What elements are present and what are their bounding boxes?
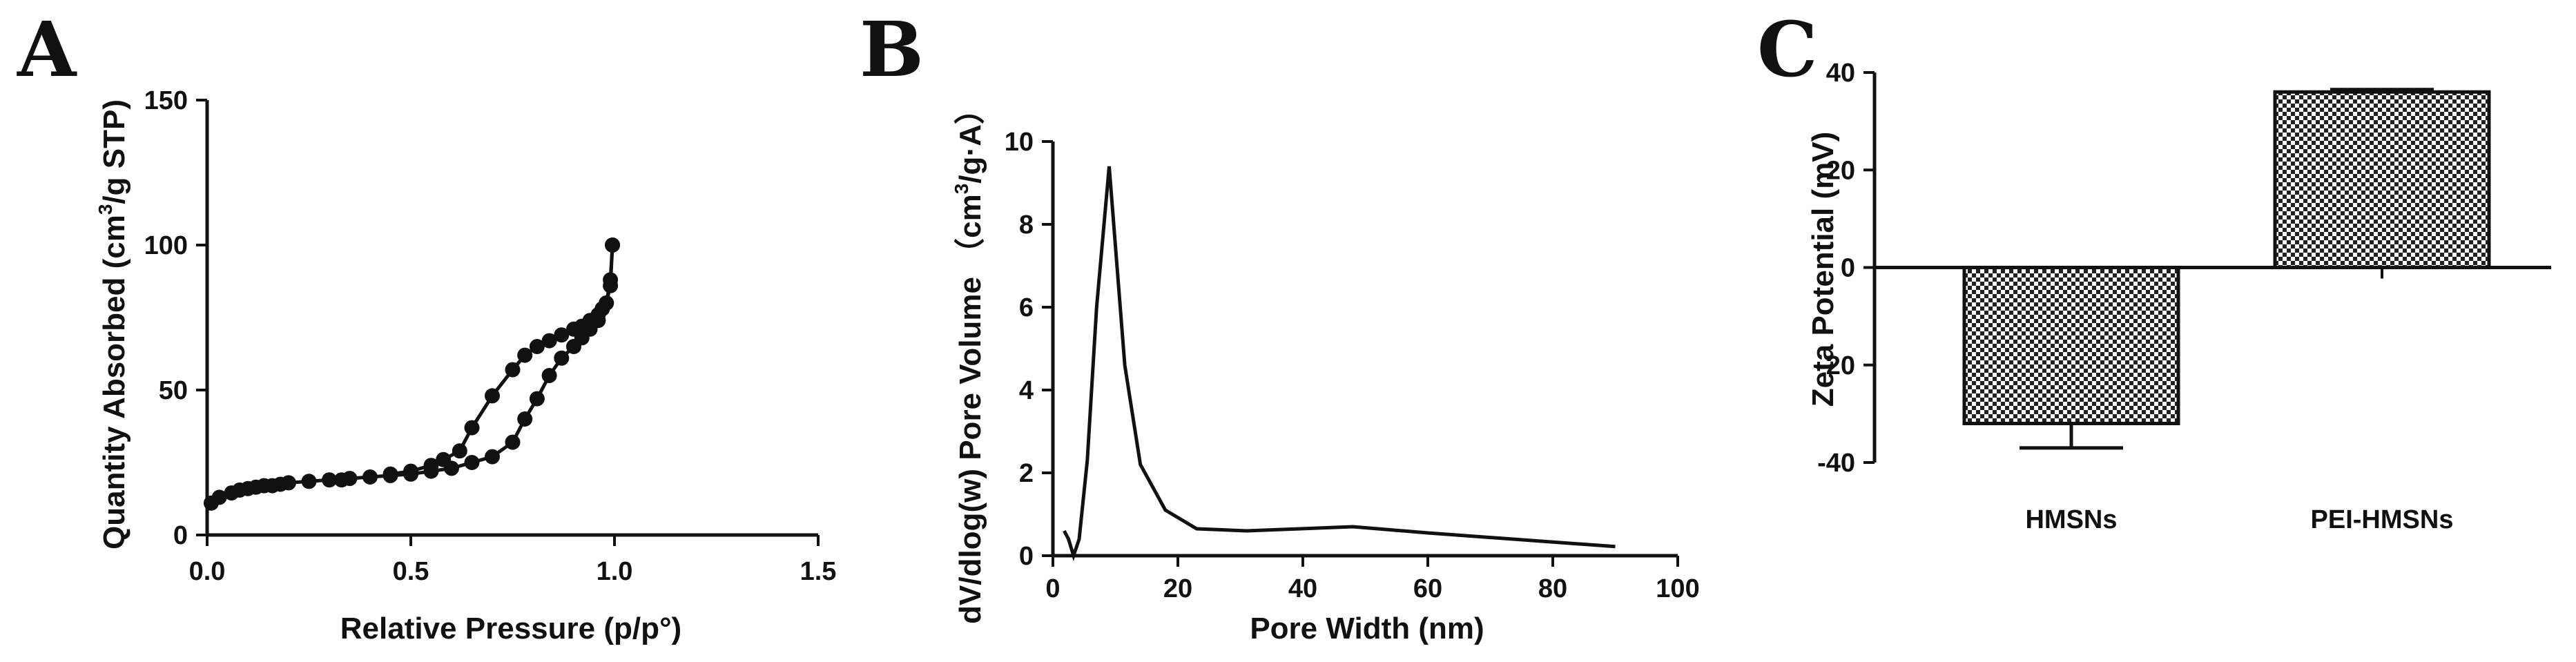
panel-b-x-tick-label: 80 <box>1538 574 1567 603</box>
panel-a-data-point <box>301 474 317 489</box>
panel-b-y-tick-label: 8 <box>1019 211 1034 240</box>
panel-a-data-point <box>505 362 521 378</box>
panel-b-x-tick-label: 60 <box>1413 574 1442 603</box>
panel-a-data-point <box>211 489 227 505</box>
panel-a-data-point <box>485 449 500 465</box>
panel-a-axes: 0.0 0.5 1.0 1.5 0 50 100 150 <box>144 86 837 586</box>
panel-c-bar-1 <box>1962 266 2180 425</box>
panel-b: B 0 20 40 60 80 100 0 2 4 6 8 10 Pore Width (nm) dV… <box>860 5 1700 645</box>
panel-c-category-label: PEI-HMSNs <box>2311 505 2454 534</box>
panel-c-category-label: HMSNs <box>2025 505 2117 534</box>
panel-a-x-axis-label: Relative Pressure (p/p°) <box>340 612 681 645</box>
panel-b-axes: 0 20 40 60 80 100 0 2 4 6 8 10 <box>1005 128 1700 603</box>
panel-c: C -40 -20 0 20 40 HMSNs PEI-HMSNs Zeta Potenti… <box>1757 5 2551 534</box>
panel-a-data-point <box>605 237 621 253</box>
panel-a-data-point <box>505 434 521 450</box>
panel-a-data-point <box>554 350 570 366</box>
panel-a: A 0.0 0.5 1.0 1.5 0 50 100 150 Relative Pressur… <box>17 5 836 645</box>
panel-c-y-tick-label: 40 <box>1826 59 1855 88</box>
panel-a-data-point <box>436 451 452 467</box>
panel-b-y-tick-label: 6 <box>1019 293 1034 322</box>
panel-a-data-point <box>603 278 619 293</box>
panel-a-data-point <box>322 472 337 488</box>
panel-c-y-axis-label: Zeta Potential (mV) <box>1806 132 1840 407</box>
panel-a-data-point <box>382 466 398 482</box>
panel-b-y-axis-label: dV/dlog(w) Pore Volume （cm3/g·A） <box>951 94 987 624</box>
panel-b-x-tick-label: 100 <box>1656 574 1699 603</box>
panel-a-data-point <box>362 469 378 485</box>
panel-c-y-tick-label: 20 <box>1826 156 1855 185</box>
panel-c-y-tick-label: -40 <box>1817 449 1855 478</box>
panel-a-x-tick-label: 0.5 <box>393 557 429 586</box>
panel-c-y-tick-label: -20 <box>1817 351 1855 380</box>
panel-b-y-tick-label: 4 <box>1019 376 1034 405</box>
panel-a-data-point <box>517 411 533 427</box>
panel-a-data-point <box>566 321 581 337</box>
panel-a-data-point <box>464 455 480 470</box>
panel-b-y-tick-label: 2 <box>1019 459 1034 488</box>
panel-a-marks <box>203 237 621 511</box>
panel-letter-a: A <box>17 5 77 94</box>
panel-c-marks <box>1962 88 2491 450</box>
panel-letter-c: C <box>1757 5 1818 94</box>
panel-a-y-tick-label: 150 <box>144 86 188 115</box>
panel-b-x-tick-label: 40 <box>1288 574 1317 603</box>
panel-b-marks <box>1063 166 1616 562</box>
panel-a-y-axis-label: Quantity Absorbed (cm3/g STP) <box>95 99 131 549</box>
panel-a-x-tick-label: 0.0 <box>189 557 226 586</box>
panel-a-series-line-2 <box>390 244 614 476</box>
panel-b-series-line-1 <box>1063 166 1616 562</box>
panel-b-x-axis-label: Pore Width (nm) <box>1250 612 1484 645</box>
panel-a-data-point <box>464 420 480 436</box>
panel-a-data-point <box>541 333 557 349</box>
panel-a-data-point <box>403 463 418 479</box>
panel-c-axes: -40 -20 0 20 40 HMSNs PEI-HMSNs <box>1817 59 2551 534</box>
panel-c-y-tick-label: 0 <box>1841 254 1855 283</box>
panel-a-y-tick-label: 100 <box>144 231 188 260</box>
panel-a-data-point <box>541 368 557 383</box>
panel-a-data-point <box>452 443 467 459</box>
panel-b-x-tick-label: 20 <box>1163 574 1192 603</box>
panel-a-data-point <box>517 347 533 363</box>
panel-b-y-tick-label: 0 <box>1019 542 1034 571</box>
panel-a-data-point <box>529 339 545 354</box>
panel-a-data-point <box>423 458 439 474</box>
panel-a-y-tick-label: 50 <box>159 376 188 405</box>
panel-b-x-tick-label: 0 <box>1045 574 1060 603</box>
panel-b-y-tick-label: 10 <box>1005 128 1034 157</box>
panel-a-data-point <box>281 475 296 491</box>
panel-c-bar-2 <box>2273 90 2491 269</box>
panel-a-data-point <box>485 388 500 404</box>
panel-a-data-point <box>554 327 570 343</box>
panel-a-x-tick-label: 1.5 <box>800 557 837 586</box>
panel-a-y-tick-label: 0 <box>173 521 188 550</box>
panel-a-x-tick-label: 1.0 <box>597 557 633 586</box>
panel-a-data-point <box>342 471 358 487</box>
panel-a-data-point <box>529 391 545 407</box>
panel-letter-b: B <box>860 5 924 94</box>
